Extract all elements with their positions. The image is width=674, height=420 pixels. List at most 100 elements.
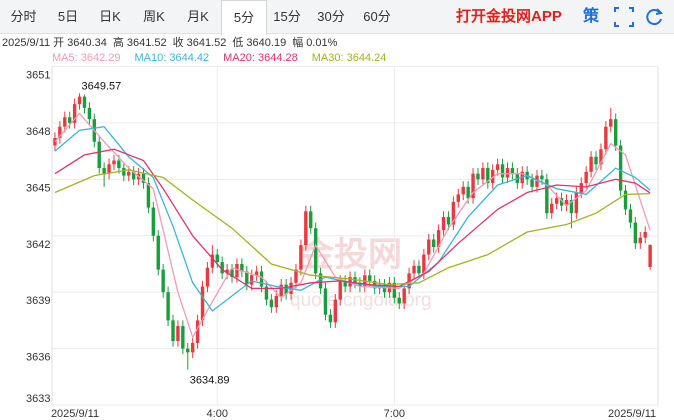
tab[interactable]: 5日 [57, 9, 79, 24]
candle-body [328, 314, 333, 323]
candle-body [554, 198, 559, 204]
candle-body [254, 271, 259, 276]
ma-line [54, 148, 651, 290]
candle-body [102, 168, 106, 174]
watermark: quote.cngold.org [290, 290, 432, 311]
x-tick-label: 4:00 [207, 408, 228, 420]
ma-line [54, 126, 651, 312]
candle-body [540, 175, 544, 180]
candle-body [618, 145, 623, 191]
candle-body [313, 228, 318, 274]
candle-body [628, 209, 633, 223]
y-tick-label: 3642 [26, 239, 50, 251]
candle-body [225, 269, 229, 274]
tab[interactable]: 5分 [221, 0, 267, 35]
candle-body [259, 271, 264, 287]
y-tick-label: 3636 [26, 352, 50, 364]
candle-body [156, 235, 160, 270]
x-tick-label: 7:00 [384, 408, 405, 420]
candle-body [171, 320, 175, 342]
candle-body [195, 320, 200, 343]
candle-body [456, 194, 460, 202]
candle-body [82, 96, 87, 108]
candle-body [432, 239, 436, 248]
info-value: 3641.52 [127, 37, 167, 49]
candle-body [564, 200, 569, 206]
candle-body [72, 104, 77, 123]
candle-body [166, 292, 170, 321]
tab[interactable]: 30分 [317, 9, 345, 24]
candle-body [53, 137, 57, 146]
annotation: 3634.89 [190, 374, 230, 386]
legend-entry: MA20: 3644.28 [223, 52, 298, 64]
candle-body [550, 203, 554, 214]
brand-link[interactable]: 打开金投网APP [456, 8, 562, 25]
candle-body [643, 231, 647, 238]
candle-body [200, 286, 205, 321]
candle-body [382, 284, 387, 293]
tab[interactable]: 分时 [10, 9, 37, 24]
candle-body [112, 160, 116, 165]
info-value: 0.01% [306, 37, 337, 49]
candle-body [446, 216, 451, 225]
tab-bar: 分时 5日 日K 周K 月K 5分 15分 30分 60分 [0, 0, 674, 35]
candle-body [141, 173, 146, 184]
info-label: 幅 [292, 36, 303, 49]
fullscreen-icon[interactable] [614, 7, 634, 27]
candle-body [318, 273, 323, 289]
candle-body [309, 211, 313, 229]
candle-body [230, 269, 234, 278]
candle-body [264, 286, 269, 300]
annotation: 3649.57 [82, 80, 122, 92]
candle-body [245, 271, 249, 285]
candle-body [559, 198, 564, 206]
candle-body [127, 171, 131, 176]
tab[interactable]: 日K [99, 9, 121, 24]
tab[interactable]: 周K [143, 9, 165, 24]
candle-body [269, 299, 274, 308]
candle-body [594, 156, 598, 165]
candle-body [240, 263, 244, 272]
candle-body [451, 201, 456, 225]
candle-body [343, 280, 347, 287]
candle-body [274, 295, 278, 308]
candle-body [623, 190, 628, 210]
candle-body [530, 179, 534, 187]
tab[interactable]: 60分 [363, 9, 391, 24]
info-value: 3640.19 [246, 37, 286, 49]
candle-body [599, 149, 603, 165]
y-tick-label: 3645 [26, 182, 50, 194]
candle-body [417, 265, 421, 274]
candle-body [579, 183, 583, 193]
candle-body [648, 244, 652, 267]
candle-body [299, 245, 303, 270]
candle-body [131, 171, 136, 180]
y-tick-label: 3651 [26, 70, 50, 82]
candle-body [333, 299, 338, 323]
candle-body [146, 183, 151, 208]
candle-body [117, 160, 121, 169]
ma-line [54, 169, 651, 286]
candle-body [210, 254, 215, 268]
candle-body [495, 164, 500, 170]
tab[interactable]: 15分 [273, 9, 301, 24]
refresh-icon[interactable] [646, 8, 664, 26]
info-label: 开 [53, 37, 64, 49]
y-tick-label: 3633 [26, 393, 50, 405]
info-label: 高 [113, 35, 124, 49]
candle-body [368, 275, 372, 281]
tab[interactable]: 月K [187, 9, 209, 24]
candle-body [461, 186, 465, 195]
candle-body [535, 175, 539, 187]
legend-entry: MA10: 3644.42 [135, 52, 210, 64]
strategy-button[interactable]: 策 [583, 8, 600, 25]
candle-body [215, 254, 219, 263]
candle-body [392, 282, 397, 298]
candle-body [466, 186, 470, 199]
candle-body [235, 263, 239, 278]
candle-body [481, 168, 485, 180]
candle-body [250, 275, 254, 285]
candle-body [427, 239, 431, 255]
candle-body [633, 222, 638, 244]
candle-body [505, 168, 510, 178]
